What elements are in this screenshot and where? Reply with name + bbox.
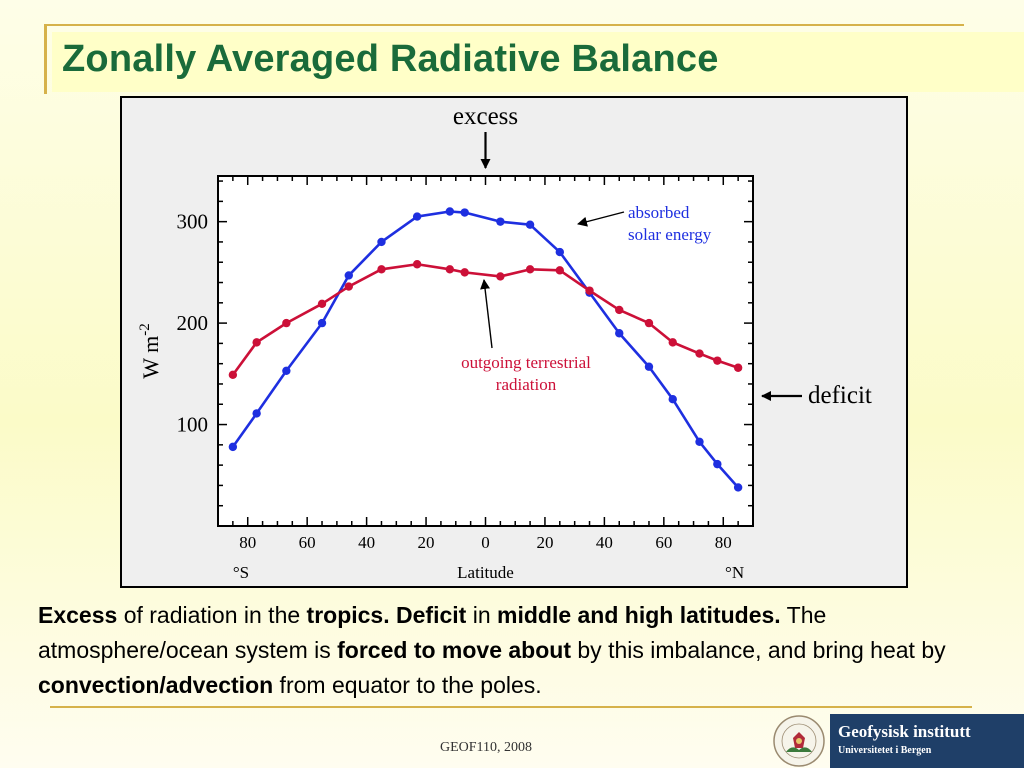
data-point [317, 299, 327, 309]
top-rule [44, 24, 964, 26]
data-point [460, 208, 469, 217]
caption-run: The atmosphere/ocean system is [38, 602, 827, 663]
data-point [733, 363, 743, 372]
data-point [644, 362, 654, 371]
caption-run: middle and high latitudes. [497, 602, 781, 628]
left-rule [44, 24, 47, 94]
caption-run: tropics. Deficit [306, 602, 467, 628]
data-point [585, 286, 594, 295]
y-tick-label: 100 [177, 413, 209, 437]
excess-annotation: excess [453, 103, 518, 130]
x-tick-label: 40 [596, 533, 613, 552]
data-point [228, 370, 238, 380]
data-point [282, 366, 291, 375]
caption-run: by this imbalance, and bring heat by [571, 637, 946, 663]
data-point [377, 265, 386, 274]
data-point [282, 318, 291, 328]
caption-run: from equator to the poles. [273, 672, 542, 698]
x-axis-label: Latitude [457, 563, 514, 582]
title-band [52, 32, 1024, 92]
footer-text: GEOF110, 2008 [440, 740, 533, 755]
data-point [377, 237, 386, 247]
data-point [713, 459, 722, 469]
x-hemisphere-north: °N [725, 563, 744, 582]
data-point [615, 329, 624, 338]
data-point [496, 217, 505, 226]
caption-run: in [466, 602, 497, 628]
x-tick-label: 60 [299, 533, 316, 552]
institute-subtitle: Universitetet i Bergen [838, 745, 932, 756]
data-point [525, 265, 535, 274]
data-point [668, 338, 677, 347]
data-point [695, 437, 704, 446]
absorbed-label-arrow [577, 211, 625, 227]
data-point [317, 318, 327, 328]
data-point [555, 266, 565, 275]
institute-logo-panel: Geofysisk institutt Universitetet i Berg… [830, 714, 1024, 768]
caption-run: convection/advection [38, 672, 274, 698]
chart-figure: 100 200 300 80 60 40 20 0 20 40 60 80 °S °N Latitude W … [120, 96, 908, 588]
data-point [555, 247, 565, 257]
x-tick-label: 20 [418, 533, 435, 552]
data-point [445, 207, 455, 216]
data-point [496, 272, 505, 281]
data-point [644, 318, 654, 328]
x-tick-label: 0 [481, 533, 490, 552]
x-tick-label: 80 [239, 533, 256, 552]
data-point [252, 409, 261, 418]
data-point [228, 442, 238, 452]
data-point [460, 268, 469, 277]
x-tick-label: 40 [358, 533, 375, 552]
caption-run: Excess [38, 602, 118, 628]
caption-run: of radiation in the [117, 602, 307, 628]
slide-title: Zonally Averaged Radiative Balance [62, 38, 719, 80]
data-point [412, 260, 422, 269]
x-hemisphere-south: °S [233, 563, 249, 582]
data-point [695, 349, 704, 358]
x-tick-label: 20 [536, 533, 553, 552]
series-label: radiation [496, 375, 557, 394]
caption-run: forced to move about [337, 637, 571, 663]
y-axis-label-exponent: -2 [137, 323, 153, 336]
y-tick-label: 200 [177, 311, 209, 335]
y-axis-label: W m-2 [137, 323, 163, 378]
data-point [525, 220, 535, 229]
data-point [713, 356, 722, 365]
series-label: absorbed [628, 203, 690, 222]
data-point [412, 212, 422, 221]
series-label: solar energy [628, 225, 712, 244]
institute-name: Geofysisk institutt [838, 722, 971, 741]
y-tick-label: 300 [177, 210, 209, 234]
outgoing-label-arrow [480, 279, 493, 349]
plot-frame [217, 175, 754, 527]
data-point [445, 265, 455, 274]
data-point [344, 271, 353, 280]
deficit-annotation: deficit [808, 382, 872, 409]
data-point [733, 483, 743, 492]
bottom-rule [50, 706, 972, 708]
series-label: outgoing terrestrial [461, 353, 591, 372]
y-axis-label-main: W m [138, 336, 163, 379]
x-tick-label: 60 [655, 533, 672, 552]
university-seal-logo [773, 715, 825, 767]
data-point [252, 338, 261, 347]
data-point [344, 282, 353, 291]
data-point [615, 305, 624, 315]
data-point [668, 394, 677, 404]
slide-caption: Excess of radiation in the tropics. Defi… [38, 598, 1018, 703]
x-tick-label: 80 [715, 533, 732, 552]
